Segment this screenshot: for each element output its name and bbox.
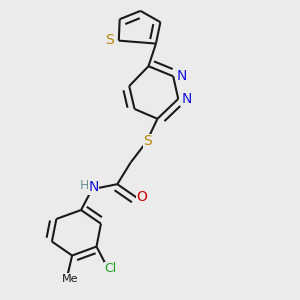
Text: S: S <box>143 134 152 148</box>
Text: S: S <box>105 33 114 47</box>
Text: N: N <box>182 92 192 106</box>
Text: H: H <box>80 179 89 192</box>
Text: Me: Me <box>61 274 78 284</box>
Text: N: N <box>88 180 99 194</box>
Text: O: O <box>136 190 147 204</box>
Text: N: N <box>176 69 187 83</box>
Text: Cl: Cl <box>104 262 117 275</box>
